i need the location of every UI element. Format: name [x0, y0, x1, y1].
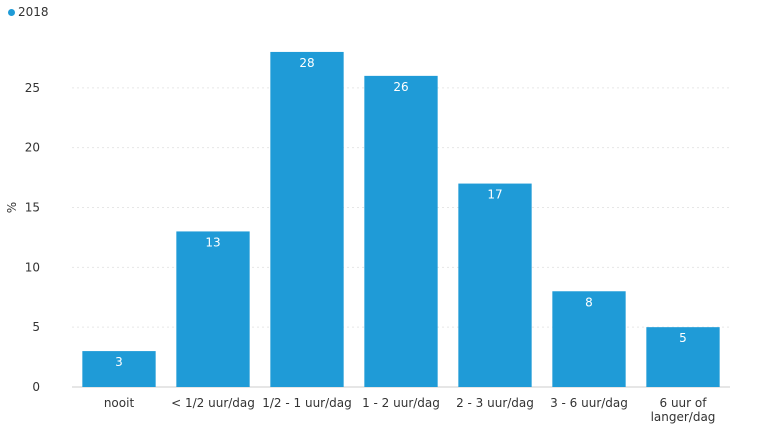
legend: 2018	[8, 5, 49, 19]
value-label: 13	[205, 235, 220, 249]
x-tick-label: 6 uur of	[660, 396, 708, 410]
bar	[82, 351, 156, 387]
y-tick-label: 0	[32, 380, 40, 394]
y-tick-label: 10	[25, 260, 40, 274]
bar	[270, 51, 344, 387]
value-label: 8	[585, 295, 593, 309]
bar	[552, 291, 626, 387]
value-label: 28	[299, 56, 314, 70]
y-axis-title: %	[5, 202, 19, 213]
bar	[364, 75, 438, 387]
x-tick-label: 2 - 3 uur/dag	[456, 396, 534, 410]
y-tick-label: 20	[25, 141, 40, 155]
x-tick-label: 3 - 6 uur/dag	[550, 396, 628, 410]
legend-marker	[8, 8, 15, 16]
value-label: 5	[679, 331, 687, 345]
x-tick-label: 1/2 - 1 uur/dag	[262, 396, 352, 410]
x-tick-label: 1 - 2 uur/dag	[362, 396, 440, 410]
y-tick-label: 15	[25, 201, 40, 215]
value-label: 26	[393, 80, 408, 94]
y-tick-label: 5	[32, 320, 40, 334]
y-axis: 0 5 10 15 20 25	[25, 81, 40, 394]
legend-label: 2018	[18, 5, 49, 19]
value-label: 3	[115, 355, 123, 369]
value-label: 17	[487, 188, 502, 202]
bar	[176, 231, 250, 387]
bar	[458, 183, 532, 387]
bar	[646, 327, 720, 387]
x-tick-label: nooit	[104, 396, 135, 410]
y-tick-label: 25	[25, 81, 40, 95]
bars: 3 13 28 26 17 8 5	[82, 51, 720, 387]
x-tick-label: langer/dag	[651, 410, 716, 424]
x-axis: nooit < 1/2 uur/dag 1/2 - 1 uur/dag 1 - 2 u…	[104, 396, 716, 424]
x-tick-label: < 1/2 uur/dag	[171, 396, 255, 410]
